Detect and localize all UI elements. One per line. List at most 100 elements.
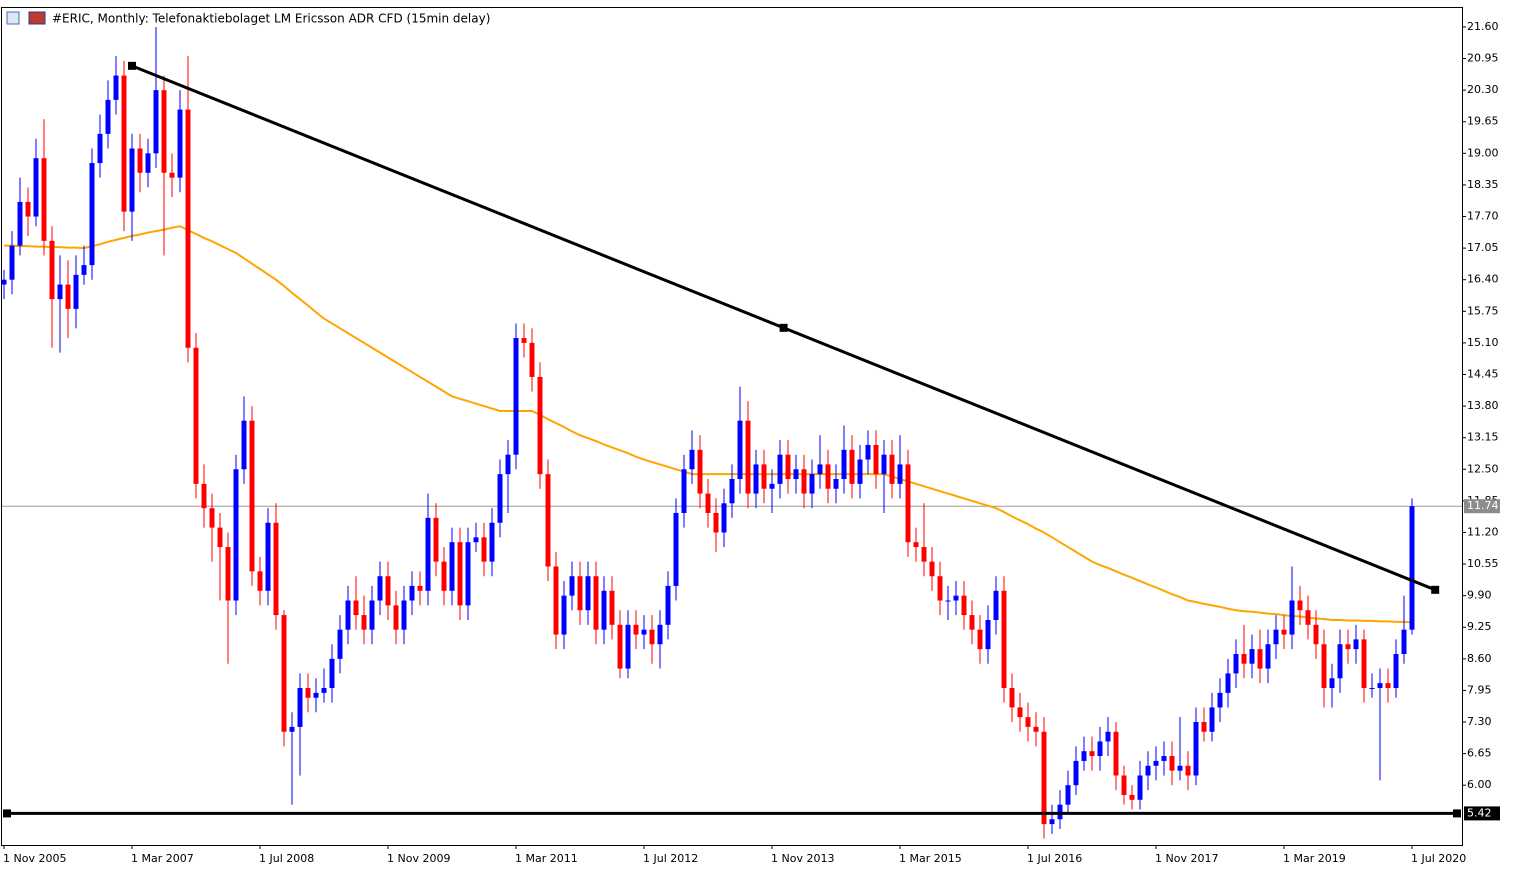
candle-body [281, 615, 287, 732]
y-tick-label: 16.40 [1467, 273, 1499, 286]
y-tick-label: 17.70 [1467, 210, 1499, 223]
candle-body [513, 338, 519, 455]
candle-body [777, 454, 783, 484]
candle-body [337, 629, 343, 659]
candle-body [529, 342, 535, 377]
x-tick-label: 1 Jul 2008 [259, 852, 314, 865]
x-tick-label: 1 Jul 2020 [1411, 852, 1466, 865]
candle-body [1041, 731, 1047, 825]
candle-body [249, 420, 255, 572]
candle-body [209, 508, 215, 528]
hline-label: 5.42 [1467, 806, 1492, 819]
candle-body [905, 464, 911, 543]
icon [6, 11, 20, 25]
candle-body [305, 688, 311, 698]
icon [28, 11, 46, 25]
candle-body [153, 90, 159, 154]
trendline-handle [128, 61, 136, 70]
candle-body [697, 449, 703, 494]
candle-body [345, 600, 351, 630]
candle-body [217, 527, 223, 548]
x-tick-label: 1 Jul 2012 [643, 852, 698, 865]
hline-label-box [1464, 806, 1500, 821]
candle-body [25, 201, 31, 217]
candle-body [225, 547, 231, 601]
candle-body [1377, 683, 1383, 689]
candle-body [937, 576, 943, 601]
x-tick-label: 1 Mar 2015 [899, 852, 962, 865]
candle-body [1017, 707, 1023, 718]
candle-body [1065, 785, 1071, 805]
candle-body [1089, 751, 1095, 757]
candle-body [1169, 756, 1175, 771]
candle-body [1345, 644, 1351, 650]
candle-body [785, 454, 791, 479]
candle-body [537, 376, 543, 475]
candle-body [105, 99, 111, 134]
x-tick-label: 1 Nov 2013 [771, 852, 834, 865]
y-tick-label: 7.95 [1467, 683, 1492, 696]
candle-body [409, 585, 415, 601]
candle-body [929, 561, 935, 577]
candle-body [945, 600, 951, 602]
candle-body [825, 464, 831, 489]
x-tick-label: 1 Nov 2017 [1155, 852, 1218, 865]
candle-body [865, 444, 871, 460]
candle-body [1001, 590, 1007, 689]
candle-body [1265, 644, 1271, 669]
candle-body [609, 590, 615, 625]
candle-body [1257, 649, 1263, 669]
candle-body [449, 542, 455, 591]
candle-body [353, 600, 359, 616]
candle-body [457, 542, 463, 606]
candle-body [913, 542, 919, 548]
y-tick-label: 14.45 [1467, 367, 1499, 380]
toolbar-icons [6, 11, 46, 25]
candle-body [1025, 717, 1031, 727]
candle-body [921, 547, 927, 562]
candle-body [369, 600, 375, 630]
candle-body [1297, 600, 1303, 611]
y-tick-label: 10.55 [1467, 557, 1499, 570]
candle-body [753, 464, 759, 494]
y-tick-label: 21.60 [1467, 20, 1499, 33]
trendline-handle [779, 323, 788, 332]
candle-body [1305, 610, 1311, 625]
candle-body [993, 590, 999, 620]
candle-body [561, 595, 567, 635]
candle-body [1121, 775, 1127, 795]
candle-body [177, 109, 183, 178]
candle-body [121, 75, 127, 212]
candle-body [73, 274, 79, 309]
candle-body [889, 454, 895, 484]
candle-body [681, 469, 687, 514]
candle-body [1281, 629, 1287, 635]
candle-body [585, 576, 591, 611]
candle-body [433, 517, 439, 562]
candle-body [1145, 765, 1151, 776]
candle-body [1361, 639, 1367, 689]
candle-body [1369, 688, 1375, 690]
candle-body [1385, 683, 1391, 689]
candle-body [745, 420, 751, 494]
y-tick-label: 15.75 [1467, 304, 1499, 317]
candle-body [89, 163, 95, 266]
candle-body [377, 576, 383, 601]
candle-body [1, 279, 7, 285]
candle-body [1401, 629, 1407, 654]
y-tick-label: 11.20 [1467, 525, 1499, 538]
candle-body [1073, 760, 1079, 786]
x-tick-label: 1 Mar 2011 [515, 852, 578, 865]
candle-body [553, 566, 559, 635]
candle-body [801, 469, 807, 494]
candle-body [1185, 765, 1191, 776]
candle-body [273, 522, 279, 616]
candle-body [97, 133, 103, 164]
candle-body [313, 692, 319, 698]
candle-body [289, 726, 295, 732]
y-tick-label: 17.05 [1467, 241, 1499, 254]
candle-body [545, 474, 551, 567]
candle-body [257, 571, 263, 591]
y-tick-label: 19.00 [1467, 146, 1499, 159]
candle-body [689, 449, 695, 470]
